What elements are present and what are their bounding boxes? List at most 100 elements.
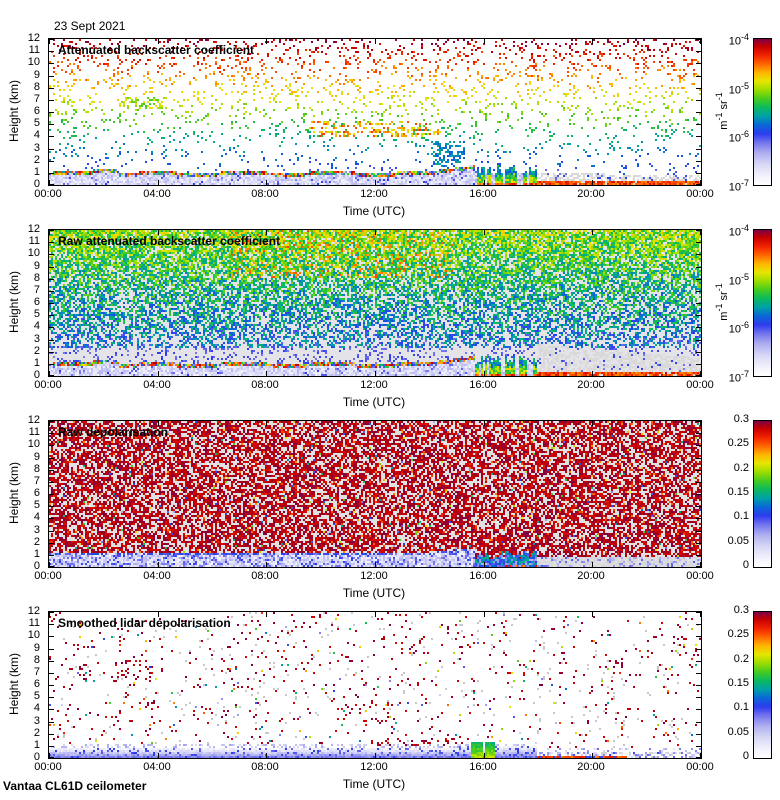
- x-tick-label: 04:00: [143, 379, 171, 391]
- y-tick-label: 3: [33, 333, 40, 345]
- y-tick-mark-right: [696, 291, 701, 292]
- x-tick-mark-bottom: [375, 753, 376, 758]
- x-tick-label: 00:00: [34, 761, 62, 773]
- y-tick-mark-left: [49, 340, 54, 341]
- exponent: -7: [740, 178, 749, 188]
- x-tick-mark-top: [49, 230, 50, 235]
- colorbar-unit-label: m-1 sr-1: [714, 283, 730, 321]
- y-tick-label: 6: [33, 296, 40, 308]
- y-tick-label: 12: [27, 32, 40, 44]
- y-tick-mark-right: [696, 364, 701, 365]
- x-tick-mark-top: [375, 230, 376, 235]
- y-tick-mark-right: [696, 494, 701, 495]
- y-axis-tick-labels: 12 11 10 9 8 7 6 5 4 3 2 1 0: [0, 605, 44, 763]
- y-tick-mark-left: [49, 709, 54, 710]
- y-tick-mark-right: [696, 254, 701, 255]
- x-tick-mark-bottom: [49, 371, 50, 376]
- y-tick-label: 8: [33, 463, 40, 475]
- x-tick-mark-bottom: [266, 180, 267, 185]
- y-tick-mark-right: [696, 149, 701, 150]
- y-tick-mark-right: [696, 327, 701, 328]
- exponent: -4: [740, 32, 749, 42]
- plot-title: Smoothed lidar depolarisation: [58, 616, 231, 630]
- colorbar-tick-label: 10-7: [728, 369, 749, 385]
- y-tick-mark-left: [49, 149, 54, 150]
- y-tick-mark-left: [49, 230, 54, 231]
- y-tick-mark-left: [49, 291, 54, 292]
- y-tick-mark-left: [49, 612, 54, 613]
- y-tick-mark-left: [49, 746, 54, 747]
- y-tick-mark-left: [49, 470, 54, 471]
- colorbar-tick-labels: 0.3 0.25 0.2 0.15 0.1 0.05 0: [688, 604, 751, 762]
- y-tick-mark-right: [696, 685, 701, 686]
- y-tick-mark-right: [696, 352, 701, 353]
- colorbar-tick-label: 0.15: [727, 486, 749, 498]
- y-tick-mark-left: [49, 112, 54, 113]
- colorbar-tick-label: 0.2: [733, 462, 749, 474]
- heatmap-canvas: [49, 39, 701, 185]
- x-tick-mark-top: [49, 421, 50, 426]
- x-tick-mark-bottom: [700, 180, 701, 185]
- y-tick-mark-right: [696, 161, 701, 162]
- x-tick-mark-bottom: [49, 753, 50, 758]
- plot-area: Smoothed lidar depolarisation: [48, 611, 702, 759]
- y-tick-mark-right: [696, 470, 701, 471]
- y-tick-mark-left: [49, 543, 54, 544]
- exponent: -4: [740, 223, 749, 233]
- colorbar-tick-label: 10-6: [728, 129, 749, 145]
- x-tick-mark-top: [484, 230, 485, 235]
- colorbar-tick-label: 0.25: [727, 628, 749, 640]
- y-tick-mark-left: [49, 51, 54, 52]
- plot-title: Attenuated backscatter coefficient: [58, 43, 255, 57]
- exponent: -1: [714, 112, 725, 121]
- x-tick-mark-top: [592, 612, 593, 617]
- y-tick-mark-left: [49, 161, 54, 162]
- y-axis-tick-labels: 12 11 10 9 8 7 6 5 4 3 2 1 0: [0, 223, 44, 381]
- heatmap-canvas: [49, 421, 701, 567]
- y-tick-mark-right: [696, 445, 701, 446]
- exponent: -1: [714, 92, 725, 101]
- x-tick-label: 16:00: [469, 570, 497, 582]
- x-axis-label: Time (UTC): [342, 204, 406, 218]
- y-tick-mark-left: [49, 445, 54, 446]
- y-tick-mark-left: [49, 566, 54, 567]
- y-tick-mark-right: [696, 375, 701, 376]
- y-tick-mark-right: [696, 100, 701, 101]
- y-tick-label: 10: [27, 629, 40, 641]
- y-tick-mark-left: [49, 136, 54, 137]
- x-tick-mark-top: [700, 39, 701, 44]
- y-tick-label: 6: [33, 678, 40, 690]
- y-tick-label: 12: [27, 605, 40, 617]
- x-tick-mark-bottom: [484, 753, 485, 758]
- y-tick-mark-right: [696, 531, 701, 532]
- x-tick-label: 00:00: [686, 379, 714, 391]
- colorbar-tick-label: 0.05: [727, 535, 749, 547]
- x-axis-tick-labels: 00:00 04:00 08:00 12:00 16:00 20:00 00:00: [0, 188, 780, 202]
- y-tick-label: 11: [28, 617, 40, 629]
- x-tick-mark-bottom: [484, 180, 485, 185]
- colorbar-tick-label: 10-5: [728, 272, 749, 288]
- x-tick-label: 04:00: [143, 188, 171, 200]
- y-tick-mark-right: [696, 76, 701, 77]
- y-tick-label: 0: [33, 560, 40, 572]
- colorbar-tick-label: 0.15: [727, 677, 749, 689]
- colorbar-tick-label: 0.25: [727, 437, 749, 449]
- y-tick-mark-left: [49, 757, 54, 758]
- x-tick-label: 00:00: [686, 570, 714, 582]
- y-tick-label: 2: [33, 345, 40, 357]
- y-tick-mark-right: [696, 340, 701, 341]
- panel-attenuated-backscatter: Height (km) 12 11 10 9 8 7 6 5 4 3 2 1 0 Attenuated …: [0, 32, 780, 220]
- x-tick-mark-bottom: [484, 562, 485, 567]
- y-tick-mark-right: [696, 746, 701, 747]
- y-tick-mark-left: [49, 685, 54, 686]
- y-tick-mark-left: [49, 494, 54, 495]
- x-tick-label: 04:00: [143, 570, 171, 582]
- y-tick-mark-left: [49, 124, 54, 125]
- y-tick-mark-right: [696, 230, 701, 231]
- y-tick-label: 5: [33, 690, 40, 702]
- y-tick-label: 9: [33, 69, 40, 81]
- y-tick-mark-right: [696, 136, 701, 137]
- x-tick-label: 08:00: [251, 379, 279, 391]
- y-tick-mark-left: [49, 734, 54, 735]
- y-tick-mark-left: [49, 697, 54, 698]
